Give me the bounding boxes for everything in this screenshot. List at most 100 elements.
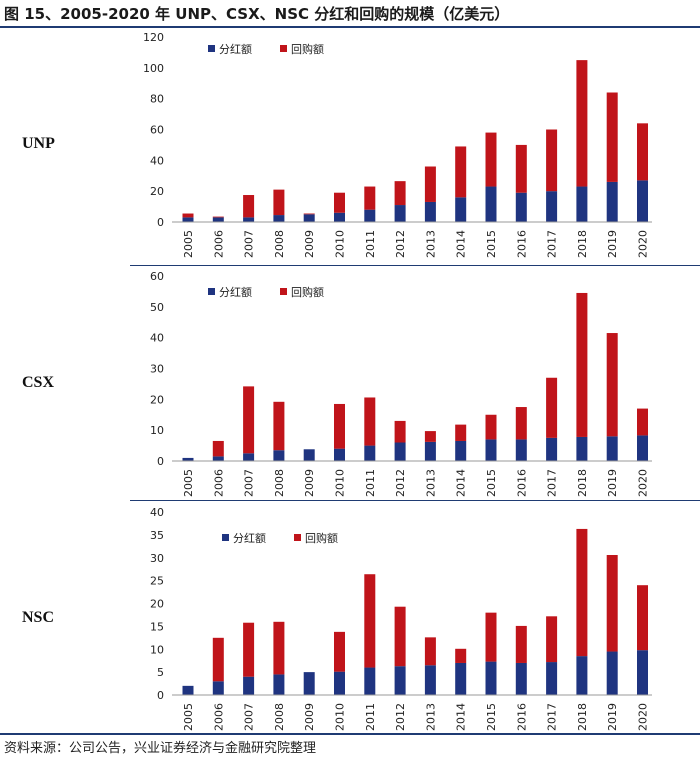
nsc-bar-dividend-2009 — [303, 672, 315, 695]
csx-x-tick-label: 2012 — [394, 469, 407, 497]
csx-bar-buyback-2013 — [424, 431, 436, 442]
nsc-x-tick-label: 2005 — [182, 703, 195, 731]
nsc-y-tick-label: 25 — [150, 575, 164, 588]
nsc-bar-dividend-2008 — [273, 674, 285, 695]
csx-bar-buyback-2010 — [334, 403, 345, 449]
nsc-bar-dividend-2017 — [546, 662, 558, 695]
nsc-y-tick-label: 35 — [150, 529, 164, 542]
csx-x-tick-label: 2009 — [303, 469, 316, 497]
unp-bar-dividend-2016 — [515, 192, 527, 222]
nsc-bar-dividend-2006 — [212, 681, 224, 695]
nsc-bar-dividend-2015 — [485, 661, 497, 695]
unp-y-tick-label: 0 — [157, 216, 164, 229]
unp-x-tick-label: 2005 — [182, 230, 195, 258]
unp-bar-buyback-2006 — [212, 216, 224, 218]
unp-y-tick-label: 20 — [150, 185, 164, 198]
nsc-bar-buyback-2008 — [273, 621, 285, 675]
nsc-x-tick-label: 2017 — [546, 703, 559, 731]
csx-y-tick-label: 50 — [150, 301, 164, 314]
csx-bar-dividend-2008 — [273, 450, 285, 461]
csx-bar-buyback-2012 — [394, 420, 406, 443]
nsc-y-tick-label: 5 — [157, 666, 164, 679]
csx-bar-buyback-2006 — [212, 440, 224, 457]
csx-bar-dividend-2012 — [394, 442, 406, 461]
csx-legend-label-buyback: 回购额 — [291, 285, 324, 299]
unp-y-tick-label: 60 — [150, 124, 164, 137]
nsc-x-tick-label: 2013 — [424, 703, 437, 731]
nsc-bar-buyback-2007 — [243, 622, 255, 677]
csx-y-tick-label: 10 — [150, 424, 164, 437]
csx-x-tick-label: 2014 — [455, 469, 468, 497]
csx-bar-buyback-2019 — [606, 333, 618, 437]
unp-x-tick-label: 2019 — [606, 230, 619, 258]
unp-bar-buyback-2012 — [394, 181, 406, 206]
nsc-bar-buyback-2018 — [576, 528, 588, 657]
unp-x-tick-label: 2006 — [212, 230, 225, 258]
unp-bar-dividend-2018 — [576, 186, 588, 222]
csx-bar-dividend-2009 — [303, 449, 315, 461]
nsc-bar-dividend-2010 — [334, 671, 345, 695]
unp-x-tick-label: 2013 — [424, 230, 437, 258]
nsc-bar-dividend-2020 — [637, 650, 648, 695]
nsc-bar-dividend-2014 — [455, 662, 467, 695]
unp-x-tick-label: 2016 — [515, 230, 528, 258]
unp-bar-buyback-2017 — [546, 129, 558, 192]
csx-x-tick-label: 2007 — [243, 469, 256, 497]
csx-y-tick-label: 60 — [150, 270, 164, 283]
unp-x-tick-label: 2017 — [546, 230, 559, 258]
csx-bar-buyback-2011 — [364, 397, 376, 446]
nsc-y-tick-label: 40 — [150, 506, 164, 519]
figure-title: 图 15、2005-2020 年 UNP、CSX、NSC 分红和回购的规模（亿美… — [4, 5, 510, 23]
title-rule — [0, 26, 700, 28]
nsc-x-tick-label: 2014 — [455, 703, 468, 731]
csx-y-tick-label: 0 — [157, 455, 164, 468]
unp-y-tick-label: 100 — [143, 62, 164, 75]
csx-bar-dividend-2013 — [424, 441, 436, 461]
nsc-legend-swatch-dividend — [222, 534, 229, 541]
nsc-x-tick-label: 2018 — [576, 703, 589, 731]
csx-x-tick-label: 2005 — [182, 469, 195, 497]
csx-bar-buyback-2014 — [455, 424, 467, 441]
unp-bar-dividend-2011 — [364, 209, 376, 222]
nsc-x-tick-label: 2012 — [394, 703, 407, 731]
unp-legend-label-buyback: 回购额 — [291, 42, 324, 56]
unp-bar-dividend-2014 — [455, 197, 467, 222]
unp-x-tick-label: 2007 — [243, 230, 256, 258]
csx-bar-buyback-2018 — [576, 292, 588, 437]
nsc-x-tick-label: 2009 — [303, 703, 316, 731]
unp-y-tick-label: 40 — [150, 154, 164, 167]
unp-bar-buyback-2020 — [637, 123, 648, 181]
csx-bar-dividend-2017 — [546, 437, 558, 461]
unp-bar-dividend-2006 — [212, 217, 224, 222]
csx-x-tick-label: 2018 — [576, 469, 589, 497]
csx-bar-buyback-2016 — [515, 407, 527, 440]
csx-chart: 0 10 20 30 40 50 60 2005 2006 2007 2008 2009 2010 201… — [150, 270, 652, 497]
csx-x-tick-label: 2020 — [637, 469, 650, 497]
csx-x-tick-label: 2019 — [606, 469, 619, 497]
nsc-x-tick-label: 2016 — [515, 703, 528, 731]
nsc-bar-buyback-2012 — [394, 606, 406, 667]
source-note: 资料来源：公司公告，兴业证券经济与金融研究院整理 — [4, 741, 317, 756]
nsc-x-tick-label: 2010 — [334, 703, 347, 731]
nsc-x-tick-label: 2008 — [273, 703, 286, 731]
nsc-bar-buyback-2010 — [334, 631, 345, 672]
nsc-bar-dividend-2013 — [424, 665, 436, 695]
unp-bar-dividend-2012 — [394, 205, 406, 222]
nsc-bar-buyback-2013 — [424, 637, 436, 666]
nsc-x-tick-label: 2019 — [606, 703, 619, 731]
csx-bar-dividend-2016 — [515, 439, 527, 461]
nsc-x-tick-label: 2011 — [364, 703, 377, 731]
unp-bar-buyback-2007 — [243, 195, 255, 218]
nsc-bar-buyback-2020 — [637, 585, 648, 651]
unp-bar-dividend-2015 — [485, 186, 497, 222]
csx-bar-dividend-2005 — [182, 457, 194, 461]
unp-y-tick-label: 80 — [150, 93, 164, 106]
unp-bar-buyback-2015 — [485, 132, 497, 187]
unp-x-tick-label: 2015 — [485, 230, 498, 258]
csx-legend-swatch-dividend — [208, 288, 215, 295]
unp-bar-buyback-2010 — [334, 192, 345, 213]
unp-bar-dividend-2020 — [637, 180, 648, 222]
nsc-bar-buyback-2019 — [606, 555, 618, 652]
csx-x-tick-label: 2013 — [424, 469, 437, 497]
